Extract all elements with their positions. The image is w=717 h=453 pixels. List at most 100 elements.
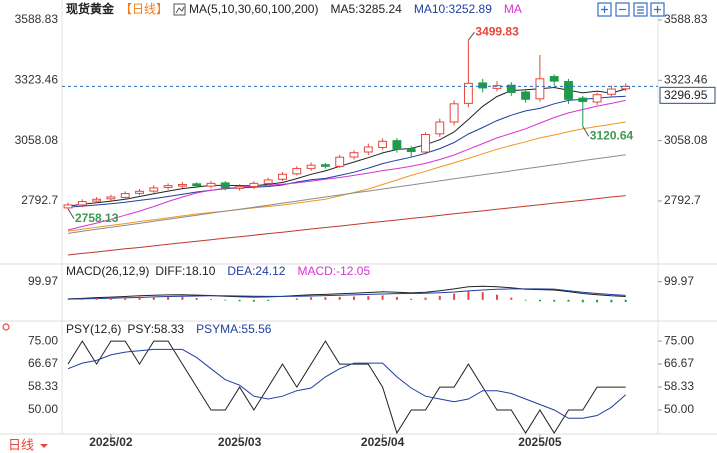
indicator-line — [67, 348, 627, 419]
candle-body — [220, 182, 230, 189]
indicator-line — [67, 86, 626, 207]
candle-body — [421, 134, 430, 153]
indicator-line — [67, 288, 626, 300]
candle-body — [292, 168, 302, 175]
zoom-in-icon — [601, 6, 608, 13]
candle-body — [106, 196, 116, 200]
candle-body — [306, 164, 316, 169]
y-tick-label-right: 58.33 — [664, 379, 694, 393]
candle-body — [564, 81, 573, 100]
annotation-label: 3120.64 — [590, 129, 634, 143]
legend-entry: MA10:3252.89 — [414, 2, 492, 16]
candle-body — [320, 164, 330, 167]
y-tick-label-left: 50.00 — [28, 402, 58, 416]
indicator-line — [67, 340, 626, 435]
candle-body — [263, 179, 273, 184]
y-tick-label-right: 50.00 — [664, 402, 694, 416]
candle-body — [435, 121, 445, 135]
legend-entry: DIFF:18.10 — [155, 264, 215, 278]
last-price-label: 3296.95 — [664, 88, 708, 102]
candle-body — [135, 190, 144, 194]
last-price-box — [659, 86, 716, 104]
legend-entry: MACD:-12.05 — [297, 264, 370, 278]
indicator-settings-icon[interactable] — [2, 323, 10, 331]
panel-title: 现货黄金 — [66, 1, 115, 16]
zoom-out-button[interactable] — [615, 2, 630, 17]
y-tick-label-right: 66.67 — [664, 356, 694, 370]
candle-body — [149, 187, 159, 192]
period-button[interactable]: 日线 — [8, 437, 34, 452]
candle-body — [535, 78, 545, 100]
candle-body — [63, 204, 73, 209]
y-tick-label-left: 75.00 — [28, 333, 58, 347]
candle-body — [120, 193, 130, 198]
period-dropdown-arrow — [40, 444, 48, 448]
candle-body — [335, 156, 345, 167]
legend-entry: PSYMA:55.56 — [196, 322, 272, 336]
candle-body — [506, 84, 516, 93]
indicator-label: MA(5,10,30,60,100,200) — [189, 2, 318, 16]
candle-body — [192, 183, 202, 187]
indicator-line — [67, 95, 626, 208]
candle-body — [177, 184, 187, 187]
y-tick-label-left: 3588.83 — [15, 12, 59, 26]
indicator-line — [67, 154, 626, 234]
candle-body — [406, 148, 416, 153]
y-tick-label-left: 99.97 — [28, 274, 58, 288]
candle-body — [349, 152, 359, 158]
y-tick-label-left: 66.67 — [28, 356, 58, 370]
x-tick-label: 2025/05 — [518, 435, 562, 449]
legend-entry: DEA:24.12 — [227, 264, 285, 278]
panel-title: MACD(26,12,9) — [66, 264, 149, 278]
y-tick-label-right: 3323.46 — [664, 72, 708, 86]
x-tick-label: 2025/04 — [361, 435, 405, 449]
candle-body — [363, 146, 373, 153]
y-tick-label-right: 75.00 — [664, 333, 694, 347]
legend-entry: PSY:58.33 — [127, 322, 184, 336]
candle-body — [592, 94, 602, 103]
y-tick-label-right: 3058.08 — [664, 133, 708, 147]
indicator-icon — [173, 3, 186, 16]
candle-body — [621, 85, 631, 90]
candle-body — [492, 85, 502, 89]
candle-body — [378, 140, 388, 148]
y-tick-label-left: 2792.7 — [21, 193, 58, 207]
annotation-label: 2758.13 — [75, 211, 119, 225]
y-tick-label-right: 3588.83 — [664, 12, 708, 26]
candle-body — [249, 182, 259, 188]
candle-body — [235, 186, 245, 189]
fullscreen-icon — [654, 6, 661, 13]
annotation-leader — [582, 126, 590, 137]
candle-body — [206, 182, 216, 187]
toolbar[interactable] — [597, 2, 665, 17]
period-label: 【日线】 — [120, 2, 168, 16]
candle-body — [478, 82, 488, 89]
y-tick-label-right: 2792.7 — [664, 193, 701, 207]
x-tick-label: 2025/03 — [218, 435, 262, 449]
candle-body — [463, 82, 473, 104]
candle-body — [92, 198, 102, 202]
annotation-label: 3499.83 — [475, 24, 519, 38]
candle-body — [549, 76, 559, 82]
y-tick-label-left: 58.33 — [28, 379, 58, 393]
y-tick-label-left: 3058.08 — [15, 133, 59, 147]
candle-body — [521, 91, 531, 100]
settings-icon — [637, 6, 644, 14]
y-tick-label-left: 3323.46 — [15, 72, 59, 86]
panel-title: PSY(12,6) — [66, 322, 121, 336]
settings-button[interactable] — [633, 2, 648, 17]
y-tick-label-right: 99.97 — [664, 274, 694, 288]
candle-body — [392, 140, 402, 150]
legend-entry: MA — [504, 2, 522, 16]
indicator-icon-glyph — [175, 6, 185, 14]
indicator-line — [67, 99, 626, 231]
candle-body — [278, 173, 287, 180]
fullscreen-button[interactable] — [650, 2, 665, 17]
indicator-line — [67, 195, 626, 256]
candle-body — [449, 103, 459, 123]
x-tick-label: 2025/02 — [89, 435, 133, 449]
zoom-in-button[interactable] — [597, 2, 612, 17]
